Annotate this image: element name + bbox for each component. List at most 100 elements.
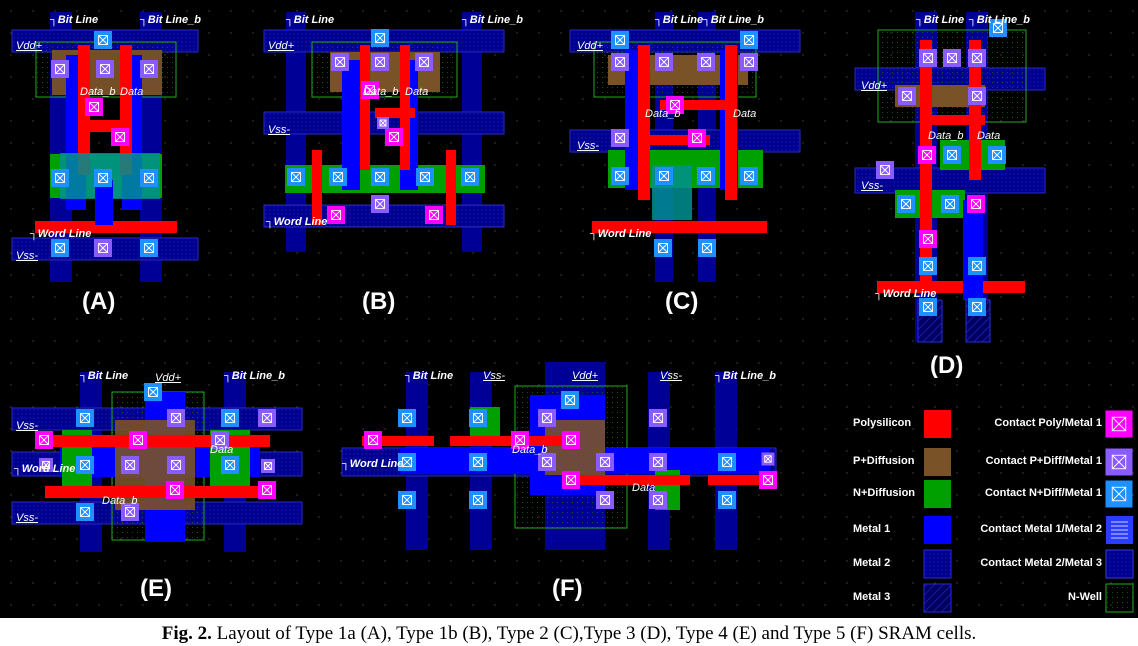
e-label-bitline: ┐Bit Line	[80, 370, 129, 382]
a-m1-mid	[95, 180, 113, 225]
f-contact-ndiff-2	[398, 453, 416, 471]
b-poly-cross	[375, 108, 415, 118]
c-contact-pdiff-3	[740, 53, 758, 71]
f-label-bitline-b: ┐Bit Line_b	[715, 370, 776, 382]
figure-caption: Fig. 2. Layout of Type 1a (A), Type 1b (…	[0, 623, 1138, 645]
d-contact-pdiff-b-1	[968, 87, 986, 105]
d-contact-poly-0	[918, 146, 936, 164]
a-contact-pdiff-2	[140, 60, 158, 78]
d-contact-poly-1	[967, 195, 985, 213]
b-contact-pdiff-0	[331, 53, 349, 71]
b-label-vdd: Vdd+	[268, 40, 294, 52]
e-contact-ndiff-1	[76, 456, 94, 474]
c-contact-pdiff-2	[697, 53, 715, 71]
d-contact-access-3	[968, 298, 986, 316]
c-contact-ndiff-2	[697, 167, 715, 185]
e-contact-pdiff-1	[167, 409, 185, 427]
b-contact-vss	[371, 195, 389, 213]
f-contact-pdiff-0	[538, 409, 556, 427]
d-label-data-b: Data_b	[928, 130, 964, 142]
d-contact-top-0	[989, 19, 1007, 37]
d-label-vdd: Vdd+	[861, 80, 887, 92]
b-contact-m1m2	[377, 117, 389, 129]
d-contact-access-0	[919, 257, 937, 275]
f-contact-pdiff-4	[649, 453, 667, 471]
b-contact-ndiff-3	[416, 168, 434, 186]
d-contact-ndiff-2	[897, 195, 915, 213]
e-contact-pdiff-0	[121, 456, 139, 474]
panel-label-d: (D)	[930, 352, 964, 379]
legend-label-2: N+Diffusion	[853, 487, 916, 499]
d-contact-pdiff-b-0	[898, 87, 916, 105]
c-contact-vdd-1	[740, 31, 758, 49]
e-contact-poly-0	[35, 431, 53, 449]
c-label-bitline: ┐Bit Line	[655, 14, 704, 26]
a-contact-pdiff-1	[96, 60, 114, 78]
f-label-data-b: Data_b	[512, 444, 548, 456]
c-contact-pdiff-0	[611, 53, 629, 71]
layout-canvas	[0, 0, 1138, 618]
e-label-data: Data	[210, 444, 234, 456]
e-poly-top	[40, 435, 270, 447]
f-contact-pdiff-1	[649, 409, 667, 427]
a-contact-ndiff-2	[140, 169, 158, 187]
a-contact-vdd	[94, 31, 112, 49]
d-wordline-poly	[877, 281, 1025, 293]
c-label-bitline-b: ┐Bit Line_b	[703, 14, 764, 26]
f-contact-m2	[761, 452, 775, 466]
c-label-data-b: Data_b	[645, 108, 681, 120]
d-contact-ndiff-0	[943, 146, 961, 164]
b-contact-ndiff-2	[371, 168, 389, 186]
d-pdiff	[895, 85, 985, 107]
f-contact-pdiff-6	[649, 491, 667, 509]
e-label-vdd: Vdd+	[155, 372, 181, 384]
legend-label-10: Contact Metal 2/Metal 3	[980, 557, 1102, 569]
a-contact-ndiff-1	[94, 169, 112, 187]
f-contact-vdd	[561, 391, 579, 409]
c-contact-vss	[611, 129, 629, 147]
legend-label-9: Contact Metal 1/Metal 2	[980, 523, 1102, 535]
b-label-data-b: Data_b	[363, 86, 399, 98]
layout-figure: ┐Bit Line ┐Bit Line_b Vdd+ Vss- ┐Word Line Da…	[0, 0, 1138, 618]
f-poly-0	[362, 436, 434, 446]
caption-fig-label: Fig. 2.	[161, 623, 212, 644]
d-nwell	[877, 29, 1027, 123]
e-poly-bot	[45, 486, 270, 498]
f-contact-ndiff-0	[398, 409, 416, 427]
d-label-bitline: ┐Bit Line	[916, 14, 965, 26]
e-contact-poly-2	[166, 481, 184, 499]
a-contact-poly-0	[85, 98, 103, 116]
b-contact-ndiff-0	[287, 168, 305, 186]
e-label-vss-0: Vss-	[16, 420, 38, 432]
f-contact-ndiff-4	[398, 491, 416, 509]
f-contact-ndiff-5	[469, 491, 487, 509]
panel-label-f: (F)	[552, 575, 583, 602]
f-contact-poly-0	[364, 431, 382, 449]
b-contact-vdd	[371, 29, 389, 47]
a-contact-vss	[94, 239, 112, 257]
f-poly-3	[708, 475, 773, 485]
e-contact-ndiff-0	[76, 409, 94, 427]
d-m1-col	[963, 200, 983, 300]
c-poly-left	[638, 45, 650, 200]
c-label-vdd: Vdd+	[577, 40, 603, 52]
legend-label-8: Contact N+Diff/Metal 1	[984, 487, 1102, 499]
f-label-wordline: ┐Word Line	[342, 458, 404, 470]
b-poly-right	[400, 45, 410, 170]
c-contact-poly-1	[688, 129, 706, 147]
d-contact-access-2	[919, 298, 937, 316]
b-contact-word-1	[425, 206, 443, 224]
a-poly-left	[78, 45, 90, 175]
legend-label-0: Polysilicon	[853, 417, 912, 429]
e-contact-pdiff-4	[121, 503, 139, 521]
f-label-vdd: Vdd+	[572, 370, 598, 382]
e-contact-poly-3	[258, 481, 276, 499]
f-contact-pdiff-5	[596, 491, 614, 509]
f-contact-poly-2	[562, 431, 580, 449]
f-contact-ndiff-1	[469, 409, 487, 427]
c-contact-poly-0	[666, 96, 684, 114]
b-contact-pdiff-2	[415, 53, 433, 71]
legend-label-11: N-Well	[1067, 591, 1102, 603]
e-contact-vdd	[144, 383, 162, 401]
a-label-vss: Vss-	[16, 250, 38, 262]
